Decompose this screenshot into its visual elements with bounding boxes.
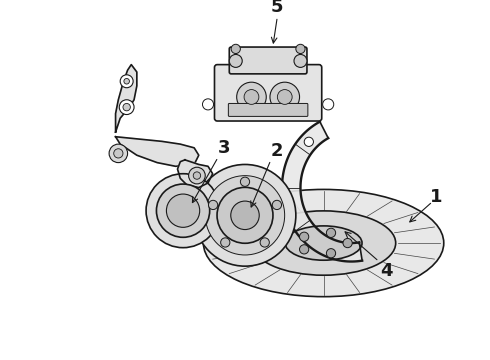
Text: 4: 4 <box>380 262 392 280</box>
Polygon shape <box>116 64 137 132</box>
FancyBboxPatch shape <box>229 47 307 74</box>
Circle shape <box>217 187 273 243</box>
Circle shape <box>322 99 334 110</box>
Circle shape <box>189 167 205 184</box>
Circle shape <box>123 103 130 111</box>
Circle shape <box>272 200 282 210</box>
Circle shape <box>270 82 299 112</box>
Circle shape <box>156 184 210 237</box>
Circle shape <box>193 172 200 179</box>
Polygon shape <box>282 122 362 261</box>
Circle shape <box>167 194 200 227</box>
Circle shape <box>299 245 309 254</box>
Circle shape <box>114 149 123 158</box>
Circle shape <box>277 90 292 104</box>
Circle shape <box>202 99 214 110</box>
Circle shape <box>208 200 218 210</box>
Circle shape <box>231 201 259 230</box>
Circle shape <box>194 165 296 266</box>
FancyBboxPatch shape <box>215 64 322 121</box>
Text: 3: 3 <box>218 139 230 157</box>
Circle shape <box>244 90 259 104</box>
Circle shape <box>124 78 129 84</box>
Ellipse shape <box>251 211 396 275</box>
Circle shape <box>220 238 230 247</box>
Circle shape <box>299 232 309 241</box>
Ellipse shape <box>285 226 362 260</box>
Text: 1: 1 <box>430 188 442 206</box>
Circle shape <box>119 100 134 114</box>
Circle shape <box>260 238 270 247</box>
Circle shape <box>304 137 314 147</box>
Circle shape <box>146 174 220 248</box>
Text: 2: 2 <box>271 141 284 159</box>
Circle shape <box>205 176 285 255</box>
Circle shape <box>231 44 241 54</box>
Circle shape <box>109 144 127 163</box>
Circle shape <box>241 177 249 186</box>
Text: 5: 5 <box>271 0 284 16</box>
FancyBboxPatch shape <box>228 103 308 116</box>
Polygon shape <box>116 137 199 166</box>
Circle shape <box>229 54 242 67</box>
Circle shape <box>120 75 133 88</box>
Circle shape <box>294 54 307 67</box>
Circle shape <box>296 44 305 54</box>
Circle shape <box>326 249 336 258</box>
Polygon shape <box>177 160 213 188</box>
Circle shape <box>237 82 266 112</box>
Circle shape <box>343 238 352 248</box>
Ellipse shape <box>203 189 444 297</box>
Circle shape <box>326 228 336 238</box>
